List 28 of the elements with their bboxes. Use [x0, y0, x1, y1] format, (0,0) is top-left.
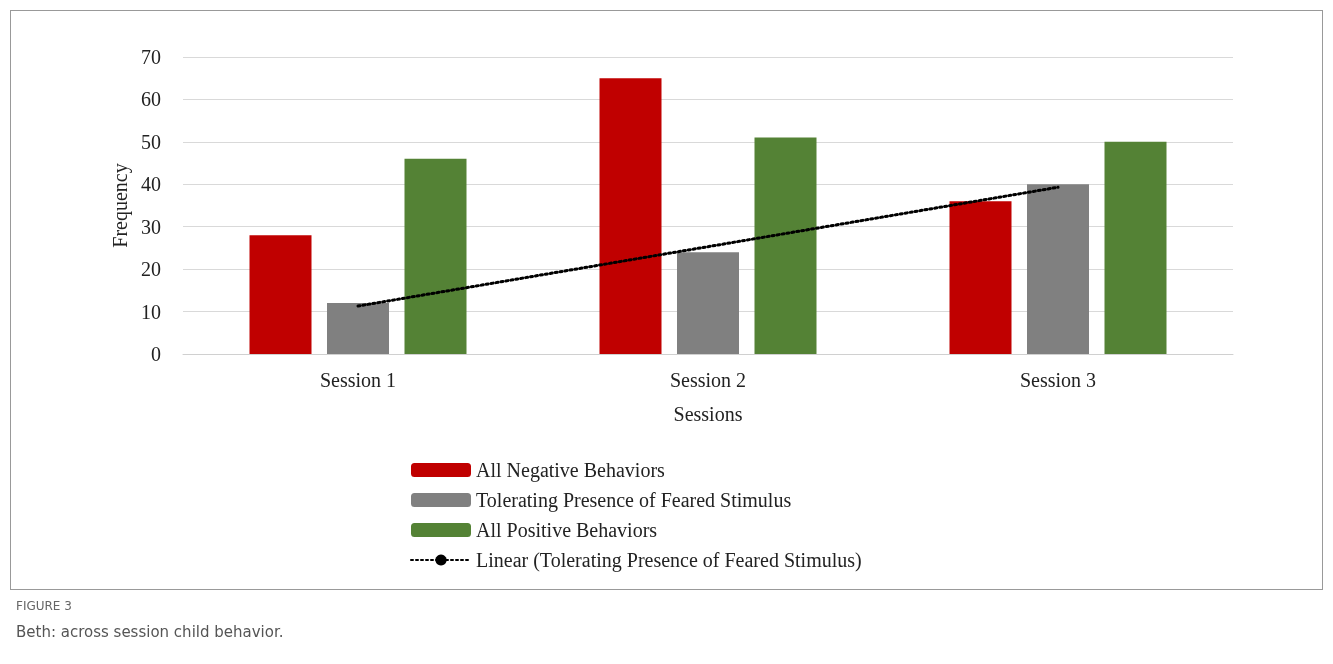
x-tick-label: Session 3	[1019, 369, 1097, 391]
bar	[599, 78, 662, 354]
y-tick-label: 60	[141, 88, 161, 111]
y-tick-label: 20	[141, 258, 161, 281]
y-tick-label: 10	[141, 300, 161, 323]
bar	[327, 303, 389, 354]
x-tick-label: Session 1	[319, 369, 397, 391]
legend-label: All Negative Behaviors	[476, 459, 666, 482]
y-tick-label: 40	[141, 173, 161, 196]
y-tick-label: 50	[141, 130, 161, 153]
legend-label: Linear (Tolerating Presence of Feared Stimulus)	[476, 549, 862, 572]
bar	[677, 252, 739, 354]
bar	[754, 137, 817, 354]
y-axis-title: Frequency	[109, 163, 133, 248]
x-axis-title: Sessions	[673, 403, 743, 425]
x-tick-label: Session 2	[669, 369, 747, 391]
bar	[249, 235, 312, 354]
bar	[404, 158, 467, 354]
y-tick-label: 30	[141, 215, 161, 238]
bar	[1104, 141, 1167, 354]
caption: FIGURE 3	[16, 599, 72, 613]
legend-label: Tolerating Presence of Feared Stimulus	[476, 489, 792, 512]
legend-label: All Positive Behaviors	[476, 519, 658, 541]
bar	[1027, 184, 1089, 354]
y-tick-label: 70	[141, 46, 161, 68]
bar	[949, 201, 1012, 354]
y-tick-label: 0	[151, 343, 161, 365]
text: Beth: across session child behavior.	[16, 622, 284, 641]
